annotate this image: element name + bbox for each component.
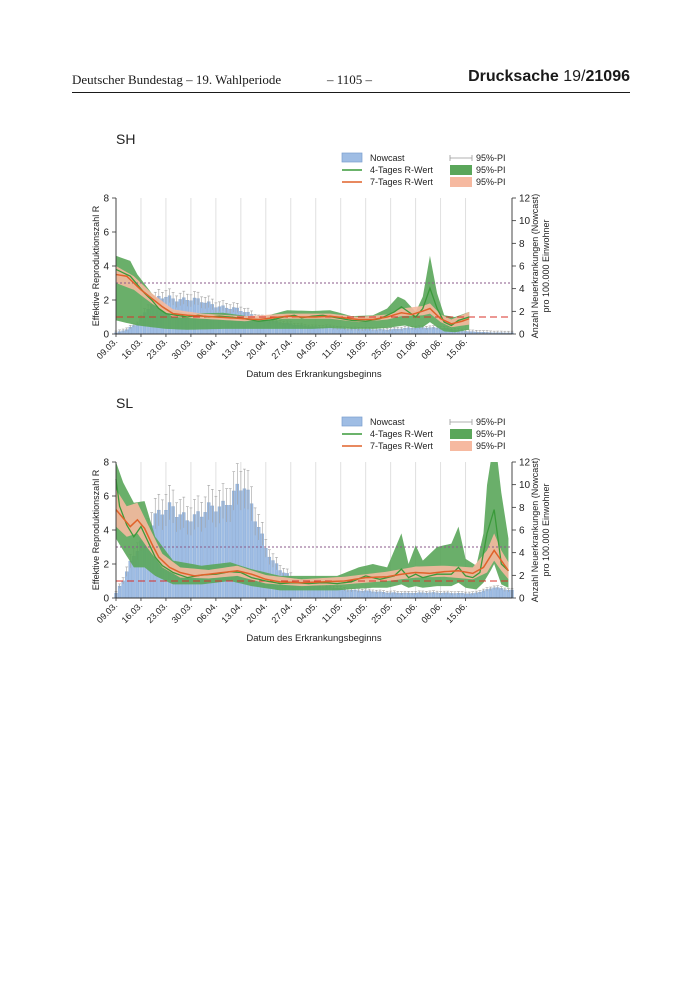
y2-axis-label-line1: Anzahl Neuerkrankungen (Nowcast) xyxy=(530,194,540,339)
x-tick-label: 04.05. xyxy=(294,600,319,625)
y2-tick-label: 6 xyxy=(519,262,525,273)
y2-tick-label: 0 xyxy=(519,594,525,605)
r4-confidence-band xyxy=(116,255,470,333)
y-tick-label: 0 xyxy=(103,594,109,605)
y-tick-label: 6 xyxy=(103,492,109,503)
y2-tick-label: 6 xyxy=(519,526,525,537)
x-tick-label: 27.04. xyxy=(269,336,294,361)
r4-line xyxy=(115,268,470,327)
legend-label-pi-bar: 95%-PI xyxy=(476,417,506,427)
y2-tick-label: 12 xyxy=(519,458,531,469)
y-axis-label: Effektive Reproduktionszahl R xyxy=(91,205,101,326)
legend-swatch-pi-r7 xyxy=(450,441,472,451)
y2-axis-label-line2: pro 100.000 Einwohner xyxy=(541,219,551,312)
legend-swatch-pi-r4 xyxy=(450,165,472,175)
y2-axis-label-line2: pro 100.000 Einwohner xyxy=(541,483,551,576)
legend-label-nowcast: Nowcast xyxy=(370,417,405,427)
y-tick-label: 2 xyxy=(103,296,109,307)
y2-tick-label: 2 xyxy=(519,307,525,318)
y-axis-label: Effektive Reproduktionszahl R xyxy=(91,469,101,590)
chart-sl: SL Nowcast 4-Tages R-Wert 7-Tages R-Wert 95%… xyxy=(91,395,551,644)
y-tick-label: 4 xyxy=(103,526,109,537)
y2-tick-label: 4 xyxy=(519,284,525,295)
legend-label-nowcast: Nowcast xyxy=(370,153,405,163)
legend-label-pi-r4: 95%-PI xyxy=(476,429,506,439)
legend-swatch-nowcast xyxy=(341,152,363,163)
x-tick-label: 11.05. xyxy=(320,336,344,360)
r7-line xyxy=(115,509,510,584)
page-header: Deutscher Bundestag – 19. Wahlperiode – … xyxy=(72,68,630,93)
header-page-number: – 1105 – xyxy=(327,72,373,87)
legend-label-r4: 4-Tages R-Wert xyxy=(370,429,433,439)
legend-label-pi-bar: 95%-PI xyxy=(476,153,506,163)
legend-label-pi-r7: 95%-PI xyxy=(476,441,506,451)
y2-tick-label: 8 xyxy=(519,239,525,250)
x-tick-label: 18.05. xyxy=(344,336,369,361)
header-document-number: Drucksache 19/21096 xyxy=(468,68,630,86)
x-tick-label: 20.04. xyxy=(244,600,269,625)
x-tick-label: 01.06. xyxy=(394,600,419,625)
x-tick-label: 04.05. xyxy=(294,336,319,361)
header-doc-number-b: 21096 xyxy=(585,68,631,85)
y2-axis-label-line1: Anzahl Neuerkrankungen (Nowcast) xyxy=(530,458,540,603)
legend: Nowcast 4-Tages R-Wert 7-Tages R-Wert 95%-P… xyxy=(341,152,506,187)
x-tick-label: 27.04. xyxy=(269,600,294,625)
y2-tick-label: 8 xyxy=(519,503,525,514)
x-tick-label: 13.04. xyxy=(220,600,245,625)
x-tick-label: 06.04. xyxy=(195,336,220,361)
y2-tick-label: 4 xyxy=(519,548,525,559)
x-axis-label: Datum des Erkrankungsbeginns xyxy=(246,369,381,380)
chart-title: SL xyxy=(116,395,133,411)
y-tick-label: 4 xyxy=(103,262,109,273)
x-tick-label: 08.06. xyxy=(419,336,444,361)
r7-line xyxy=(115,273,470,325)
x-tick-label: 16.03. xyxy=(120,600,145,625)
y-tick-label: 8 xyxy=(103,194,109,205)
x-tick-label: 23.03. xyxy=(145,600,170,625)
x-tick-label: 30.03. xyxy=(170,600,195,625)
x-tick-label: 18.05. xyxy=(344,600,369,625)
header-doc-number-a: 19/ xyxy=(563,68,586,85)
header-doc-prefix: Drucksache xyxy=(468,68,559,85)
legend-label-r7: 7-Tages R-Wert xyxy=(370,177,433,187)
legend-label-r7: 7-Tages R-Wert xyxy=(370,441,433,451)
y-tick-label: 6 xyxy=(103,228,109,239)
y2-tick-label: 0 xyxy=(519,330,525,341)
chart-sh: SH Nowcast 4-Tages R-Wert 7-Tages R-Wert 95%… xyxy=(91,131,551,380)
legend-label-r4: 4-Tages R-Wert xyxy=(370,165,433,175)
x-tick-label: 11.05. xyxy=(320,600,344,624)
y2-tick-label: 10 xyxy=(519,480,531,491)
chart-title: SH xyxy=(116,131,135,147)
x-tick-label: 13.04. xyxy=(220,336,245,361)
x-tick-label: 06.04. xyxy=(195,600,220,625)
y-tick-label: 8 xyxy=(103,458,109,469)
x-tick-label: 23.03. xyxy=(145,336,170,361)
legend-label-pi-r4: 95%-PI xyxy=(476,165,506,175)
x-tick-label: 25.05. xyxy=(369,600,394,625)
x-tick-label: 20.04. xyxy=(244,336,269,361)
header-publication: Deutscher Bundestag – 19. Wahlperiode xyxy=(72,72,282,87)
x-tick-label: 01.06. xyxy=(394,336,419,361)
x-axis-label: Datum des Erkrankungsbeginns xyxy=(246,633,381,644)
legend-label-pi-r7: 95%-PI xyxy=(476,177,506,187)
y2-tick-label: 2 xyxy=(519,571,525,582)
y-tick-label: 2 xyxy=(103,560,109,571)
x-tick-label: 15.06. xyxy=(444,600,469,625)
legend-swatch-nowcast xyxy=(341,416,363,427)
legend-swatch-pi-r4 xyxy=(450,429,472,439)
y2-tick-label: 12 xyxy=(519,194,531,205)
r4-line xyxy=(115,478,509,585)
x-tick-label: 08.06. xyxy=(419,600,444,625)
y2-tick-label: 10 xyxy=(519,216,531,227)
y-tick-label: 0 xyxy=(103,330,109,341)
nowcast-bars xyxy=(114,463,514,599)
x-tick-label: 16.03. xyxy=(120,336,145,361)
legend-swatch-pi-r7 xyxy=(450,177,472,187)
x-tick-label: 30.03. xyxy=(170,336,195,361)
legend: Nowcast 4-Tages R-Wert 7-Tages R-Wert 95%-P… xyxy=(341,416,506,451)
x-tick-label: 15.06. xyxy=(444,336,469,361)
x-tick-label: 25.05. xyxy=(369,336,394,361)
